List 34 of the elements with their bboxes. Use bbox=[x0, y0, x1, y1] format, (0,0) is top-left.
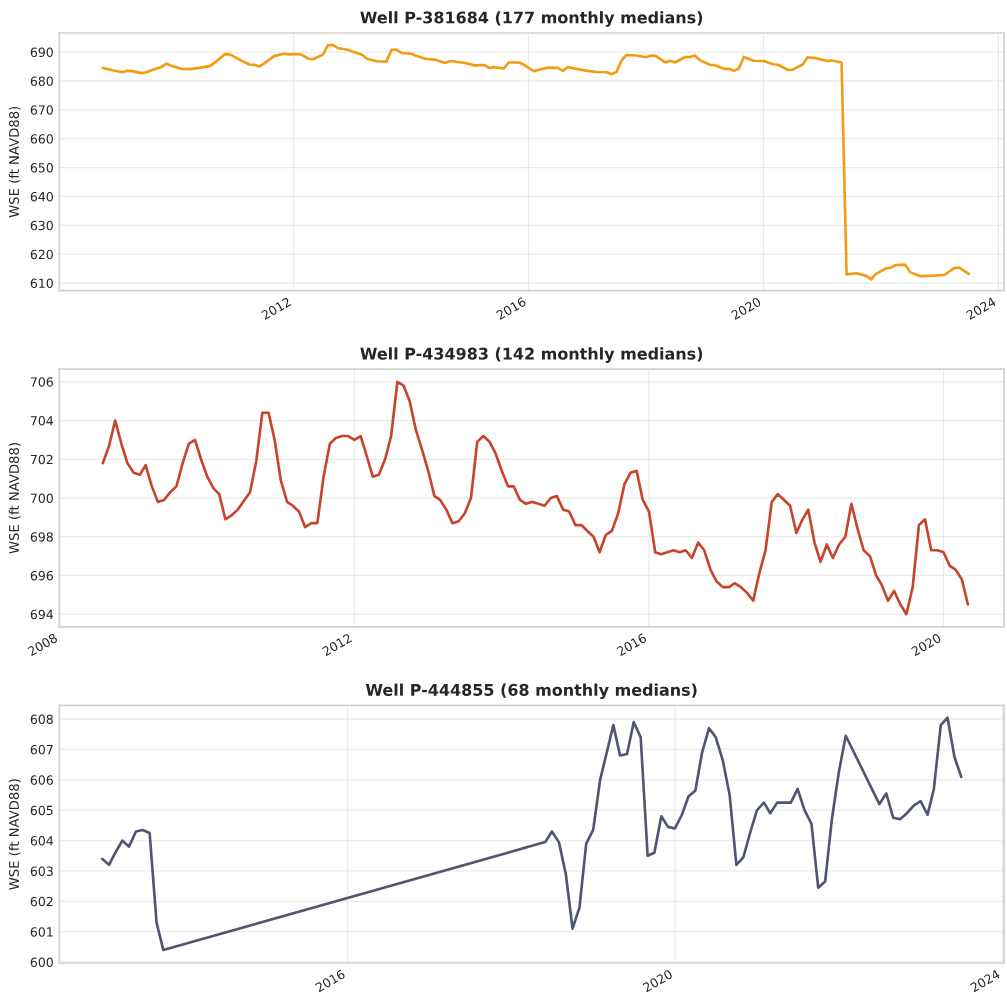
y-tick-label: 605 bbox=[30, 805, 53, 816]
line-series bbox=[100, 716, 963, 952]
y-axis-title: WSE (ft NAVD88) bbox=[8, 443, 21, 554]
y-tick-label: 670 bbox=[30, 105, 53, 115]
y-tick-label: 640 bbox=[30, 191, 53, 202]
chart-title: Well P-444855 (68 monthly medians) bbox=[365, 683, 697, 700]
y-tick-label: 606 bbox=[30, 775, 53, 785]
y-tick-label: 601 bbox=[30, 927, 53, 937]
line-series bbox=[101, 380, 970, 616]
y-tick-label: 704 bbox=[30, 416, 54, 426]
y-tick-label: 602 bbox=[30, 896, 53, 907]
y-tick-label: 620 bbox=[30, 249, 53, 260]
y-axis-title: WSE (ft NAVD88) bbox=[8, 106, 21, 218]
y-tick-label: 694 bbox=[30, 609, 54, 620]
chart-title: Well P-381684 (177 monthly medians) bbox=[360, 11, 703, 27]
chart-title: Well P-434983 (142 monthly medians) bbox=[360, 347, 703, 363]
y-axis-title: WSE (ft NAVD88) bbox=[8, 779, 21, 890]
y-tick-label: 680 bbox=[30, 76, 53, 86]
y-tick-label: 696 bbox=[30, 570, 53, 581]
y-tick-label: 650 bbox=[30, 163, 53, 173]
y-tick-label: 604 bbox=[30, 836, 54, 846]
y-tick-label: 600 bbox=[30, 957, 53, 968]
y-tick-label: 660 bbox=[30, 134, 53, 144]
y-tick-label: 608 bbox=[30, 714, 53, 724]
y-tick-label: 610 bbox=[30, 278, 53, 289]
y-tick-label: 630 bbox=[30, 220, 53, 231]
y-tick-label: 698 bbox=[30, 532, 53, 542]
y-tick-label: 706 bbox=[30, 377, 53, 387]
y-tick-label: 700 bbox=[30, 493, 53, 503]
y-tick-label: 607 bbox=[30, 744, 53, 755]
y-tick-label: 603 bbox=[30, 866, 53, 876]
y-tick-label: 690 bbox=[30, 47, 53, 57]
y-tick-label: 702 bbox=[30, 454, 53, 465]
line-series bbox=[101, 43, 971, 281]
